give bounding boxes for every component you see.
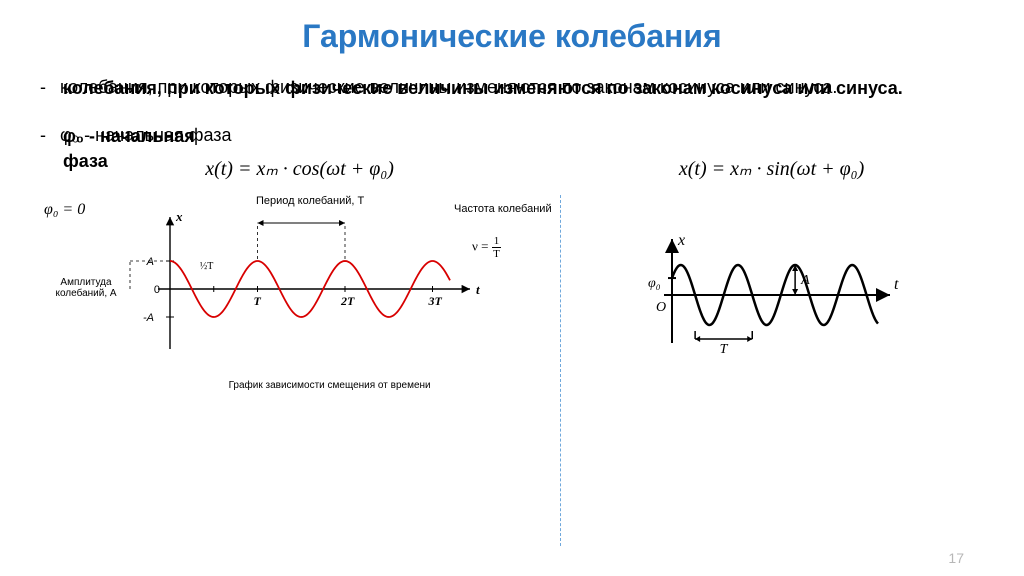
svg-text:t: t — [894, 276, 899, 293]
sine-chart: x t Oφ₀ A T — [632, 225, 912, 365]
svg-text:3T: 3T — [428, 294, 443, 308]
svg-text:A: A — [800, 273, 810, 288]
formula-sin: x(t) = xₘ · sin(ωt + φ₀) — [559, 156, 984, 181]
sine-chart-panel: x t Oφ₀ A T — [559, 199, 984, 391]
phase-row: - φ₀ - начальная фаза φ₀ - начальная фаз… — [40, 123, 984, 147]
definition-text: колебания, при которых физические величи… — [60, 75, 984, 99]
vertical-divider — [560, 195, 561, 546]
frequency-label: Частота колебаний — [454, 203, 552, 215]
phi0-label: φ₀ = 0 — [44, 201, 85, 219]
page-number: 17 — [948, 550, 964, 566]
definition-bullet: - колебания, при которых физические вели… — [40, 75, 984, 99]
frequency-formula: ν = 1T — [472, 235, 501, 260]
bullet-dash: - — [40, 123, 46, 147]
period-label: Период колебаний, T — [256, 195, 364, 207]
cosine-chart-panel: φ₀ = 0 Амплитуда колебаний, A Период кол… — [40, 199, 559, 391]
svg-text:φ₀: φ₀ — [648, 276, 661, 291]
svg-text:2T: 2T — [340, 294, 355, 308]
bullet-dash: - — [40, 75, 46, 99]
svg-text:x: x — [175, 209, 183, 224]
amplitude-label: Амплитуда колебаний, A — [38, 277, 134, 299]
page-title: Гармонические колебания — [40, 18, 984, 55]
chart-caption: График зависимости смещения от времени — [100, 380, 559, 391]
svg-text:0: 0 — [154, 284, 160, 296]
svg-text:T: T — [254, 294, 262, 308]
svg-text:t: t — [476, 282, 480, 297]
phase-text: φ₀ - начальная фаза φ₀ - начальная фаза — [60, 123, 232, 147]
svg-text:O: O — [656, 300, 666, 315]
svg-text:½T: ½T — [200, 261, 214, 272]
svg-text:T: T — [719, 342, 728, 357]
svg-text:A: A — [146, 256, 154, 268]
charts-row: φ₀ = 0 Амплитуда колебаний, A Период кол… — [40, 199, 984, 391]
svg-text:x: x — [677, 232, 685, 249]
svg-text:-A: -A — [143, 312, 154, 324]
